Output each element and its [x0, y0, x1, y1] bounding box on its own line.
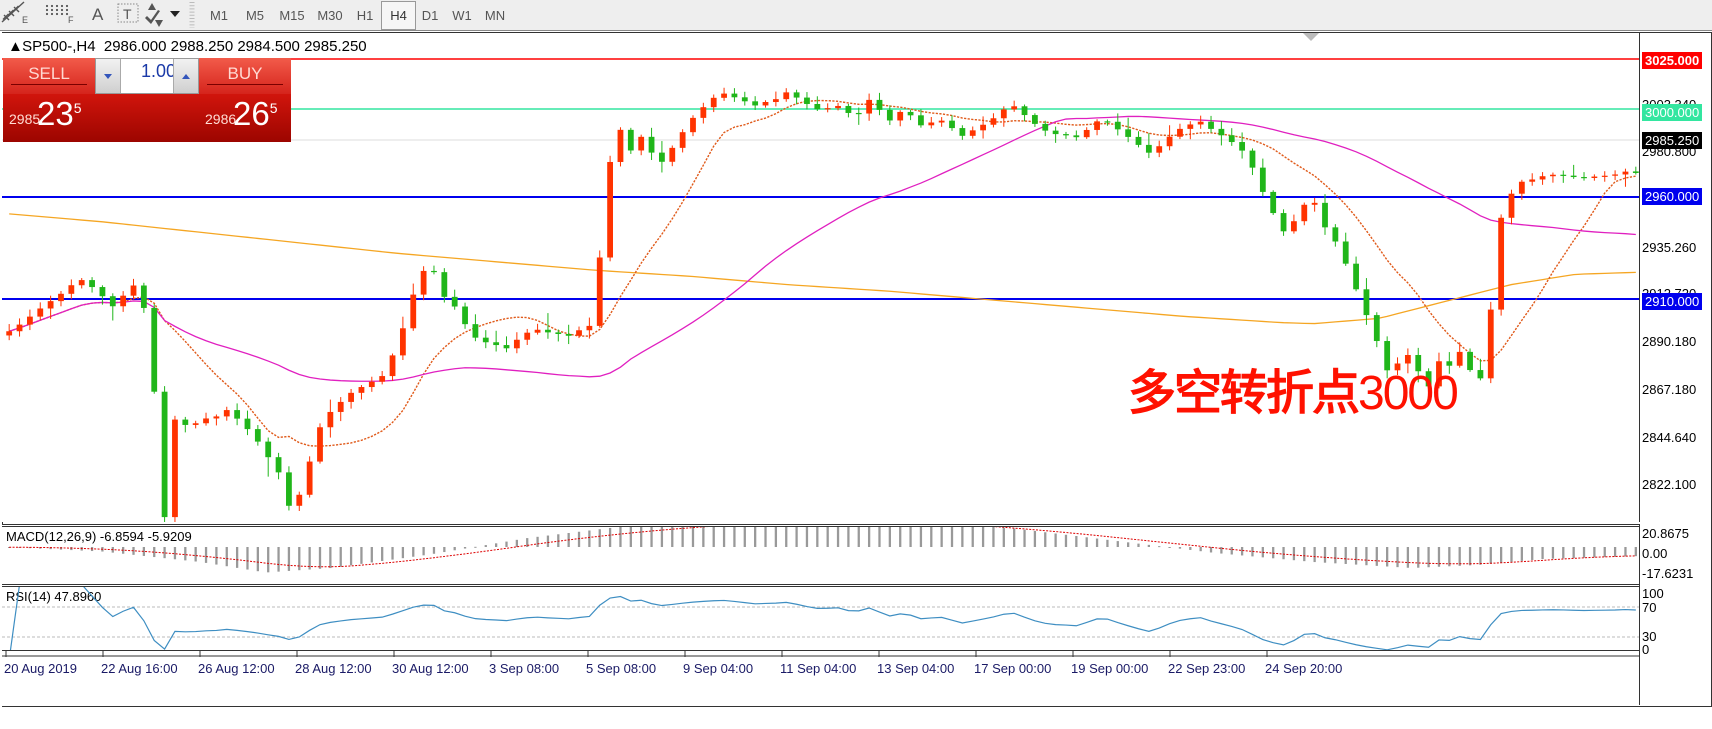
svg-text:E: E [22, 15, 28, 25]
svg-text:F: F [68, 15, 74, 25]
svg-text:A: A [92, 5, 104, 24]
svg-text:T: T [123, 6, 132, 22]
